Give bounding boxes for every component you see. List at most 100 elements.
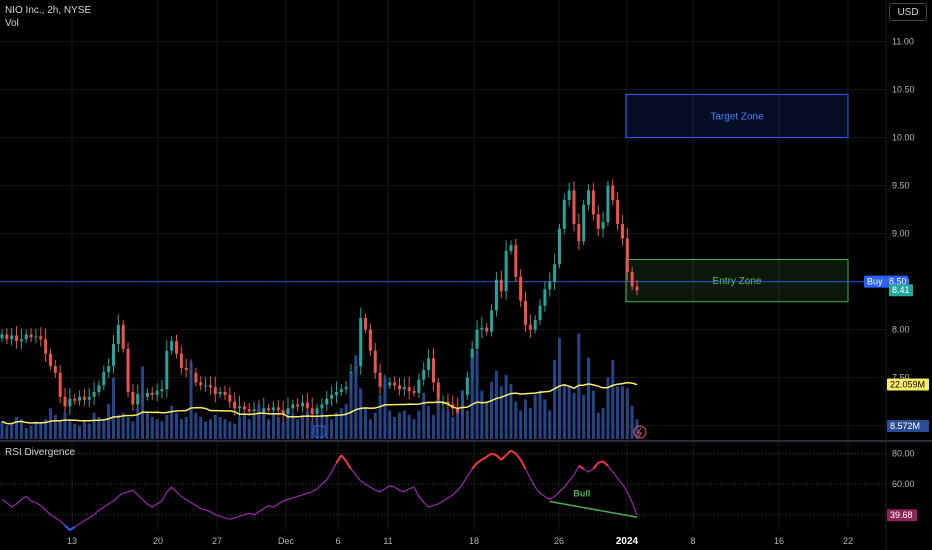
time-axis: 13 20 27 Dec 6 11 18 26 2024 8 16 22 — [67, 536, 853, 547]
volume-bar — [596, 412, 600, 439]
candle-body — [485, 327, 489, 332]
volume-bar — [262, 414, 266, 439]
candle-body — [155, 391, 159, 395]
volume-bar — [204, 421, 208, 439]
candle-body — [334, 392, 338, 395]
candle-body — [82, 396, 86, 400]
volume-bar — [233, 423, 237, 439]
candle-body — [519, 276, 523, 301]
time-tick-label: 13 — [67, 536, 77, 546]
volume-bar — [436, 399, 440, 439]
candle-body — [339, 389, 343, 392]
candle-body — [611, 185, 615, 200]
volume-bar — [58, 421, 62, 439]
rsi-tick-label: 60.00 — [892, 479, 915, 489]
volume-bar — [73, 423, 77, 439]
volume-bar — [170, 406, 174, 439]
volume-bar — [184, 417, 188, 439]
candle-body — [145, 392, 149, 397]
candle-body — [368, 329, 372, 351]
candle-body — [291, 404, 295, 409]
volume-bar — [344, 403, 348, 439]
candle-body — [238, 406, 242, 409]
candle-body — [557, 228, 561, 265]
volume-bar — [218, 417, 222, 439]
volume-bar — [10, 423, 14, 439]
candle-body — [373, 350, 377, 373]
time-tick-label: 18 — [469, 536, 479, 546]
candle-body — [262, 408, 266, 414]
candle-body — [533, 320, 537, 330]
volume-bar — [5, 425, 9, 439]
candle-body — [136, 393, 140, 405]
volume-bar — [582, 395, 586, 439]
candle-body — [315, 408, 319, 415]
volume-bar — [383, 377, 387, 439]
candle-body — [0, 334, 4, 339]
volume-bar — [87, 423, 91, 439]
volume-bar — [131, 421, 135, 439]
volume-bar — [330, 419, 334, 439]
rsi-legend: RSI Divergence — [5, 447, 76, 458]
volume-bar — [334, 412, 338, 439]
candle-body — [431, 358, 435, 383]
candle-body — [475, 329, 479, 349]
time-tick-label: 16 — [774, 536, 784, 546]
volume-bar — [301, 414, 305, 439]
volume-ma-badge — [887, 378, 929, 391]
volume-bar — [39, 423, 43, 439]
volume-bar — [349, 373, 353, 439]
candle-body — [218, 392, 222, 394]
candle-body — [276, 407, 280, 411]
time-tick-label: 11 — [383, 536, 392, 546]
rsi-extreme-segment — [471, 462, 478, 470]
lightning-icon — [633, 425, 647, 439]
volume-last-badge — [887, 420, 929, 432]
candle-body — [436, 382, 440, 405]
volume-bar — [412, 419, 416, 439]
volume-bar — [29, 425, 33, 439]
volume-bar — [339, 408, 343, 439]
volume-bar — [587, 357, 591, 439]
volume-bar — [485, 401, 489, 439]
rsi-extreme-segment — [335, 454, 343, 464]
candle-body — [296, 404, 300, 407]
volume-bar — [514, 401, 518, 439]
volume-bar — [271, 412, 275, 439]
volume-last-value: 8.572M — [890, 421, 920, 431]
volume-bar — [141, 366, 145, 439]
candle-body — [111, 344, 115, 367]
lightning-glyph — [637, 427, 642, 438]
volume-bar — [635, 419, 639, 439]
volume-bar — [194, 412, 198, 439]
volume-bar — [446, 410, 450, 439]
volume-bar — [145, 412, 149, 439]
candle-body — [305, 402, 309, 409]
volume-bar — [431, 414, 435, 439]
candle-body — [630, 272, 634, 287]
candle-body — [34, 336, 38, 338]
volume-bar — [126, 417, 130, 439]
volume-bar — [397, 412, 401, 439]
volume-bar — [378, 395, 382, 439]
volume-bar — [509, 384, 513, 439]
candlestick-series — [0, 179, 639, 423]
volume-bar — [548, 410, 552, 439]
bull-divergence-label: Bull — [573, 488, 590, 498]
candle-body — [194, 372, 198, 383]
candle-body — [330, 394, 334, 399]
volume-bar — [242, 412, 246, 439]
time-tick-label: 27 — [212, 536, 222, 546]
candle-body — [606, 185, 610, 223]
candle-body — [286, 408, 290, 415]
volume-bar — [305, 410, 309, 439]
candle-body — [567, 190, 571, 200]
currency-button[interactable]: USD — [889, 3, 927, 21]
volume-bar — [499, 386, 503, 439]
volume-bar — [427, 406, 431, 439]
rsi-extreme-segment — [476, 458, 483, 464]
candle-body — [116, 324, 120, 344]
candle-body — [417, 379, 421, 393]
volume-bar — [228, 421, 232, 439]
